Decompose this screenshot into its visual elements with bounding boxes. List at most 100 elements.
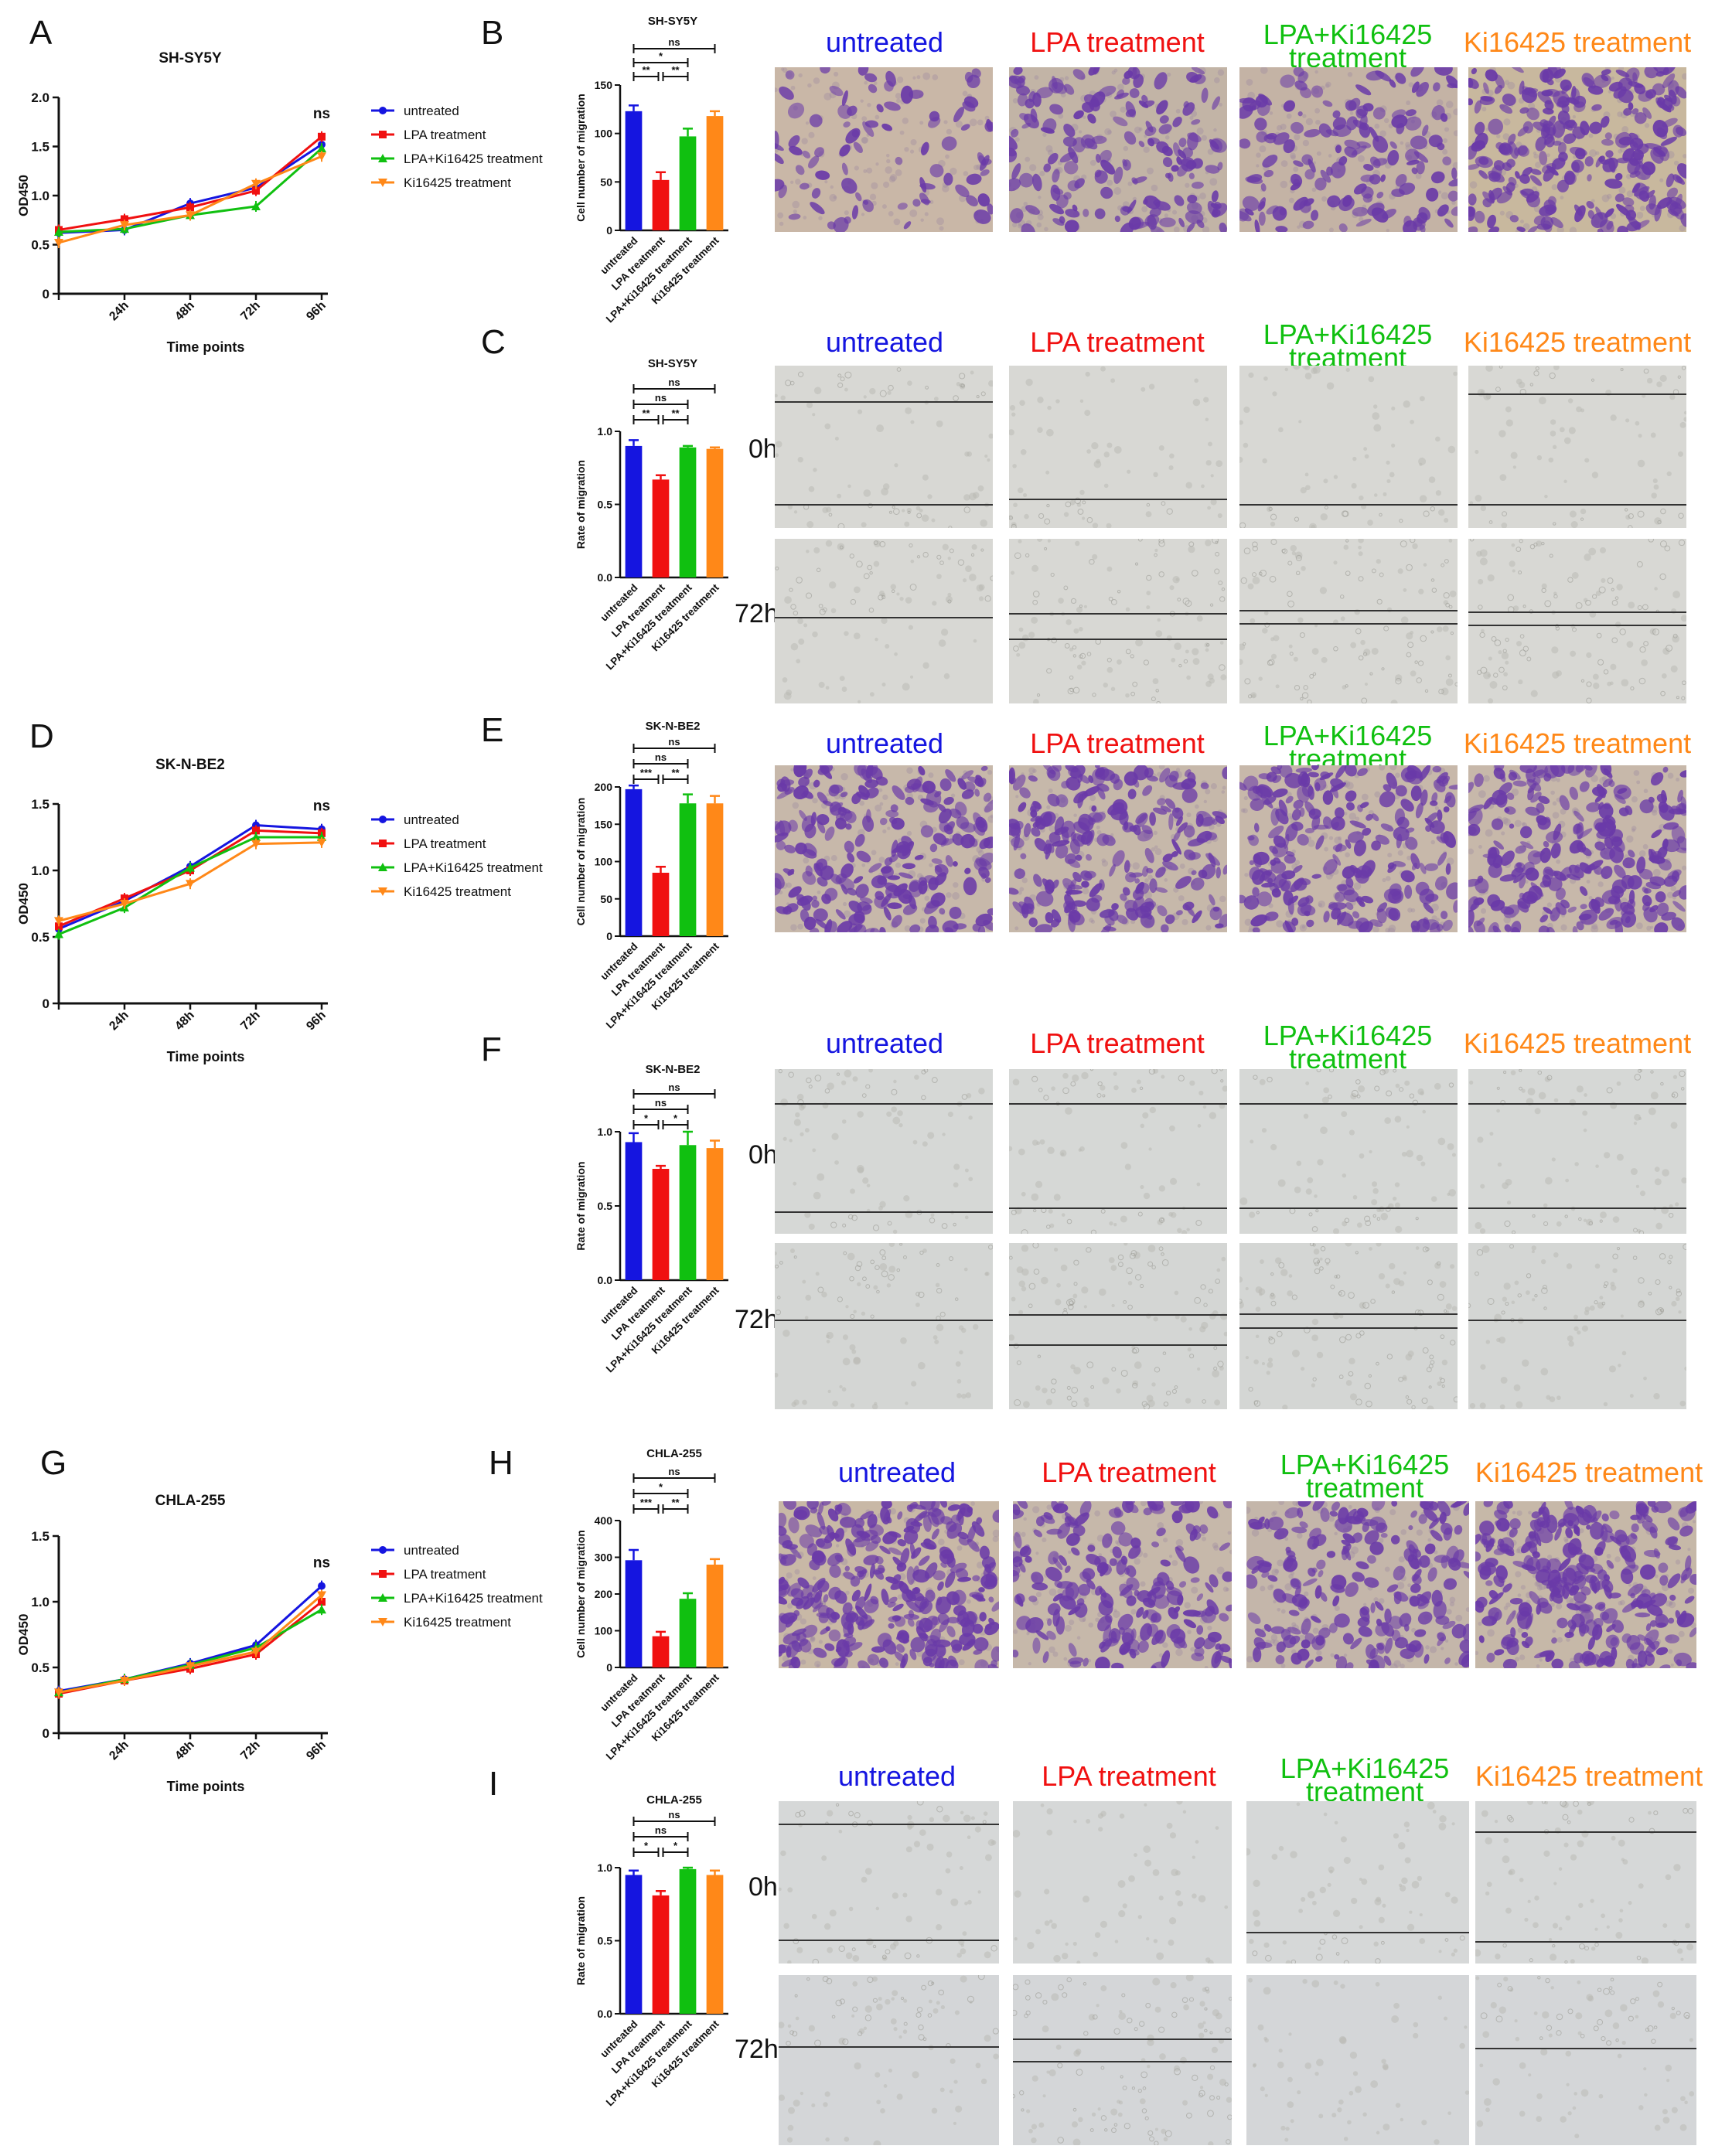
error-bar [628,1132,639,1143]
scratch-image [1009,539,1227,703]
bar [706,1565,724,1667]
y-tick-label: 0.5 [31,1660,49,1675]
legend-marker [379,107,387,114]
scratch-image [1246,1975,1469,2145]
data-point [318,1598,326,1606]
x-tick-label: 96h [304,1739,329,1763]
legend-marker [379,840,387,847]
legend-label: untreated [404,812,459,827]
error-bar [709,795,721,804]
y-tick-label: 1.5 [31,140,49,155]
x-tick-label: 96h [304,1009,329,1034]
y-tick-label: 100 [595,128,613,140]
time-label-0h: 0h [748,1140,778,1170]
y-axis-label: Rate of migration [575,1161,587,1250]
data-point [54,929,63,938]
transwell-image [1013,1501,1232,1668]
significance-bracket [632,44,716,53]
significance-bracket [632,384,716,393]
y-tick-label: 1.5 [31,797,49,812]
error-bar [682,128,694,137]
panel-label-a: A [29,14,53,52]
x-tick-label: 72h [238,1739,263,1763]
condition-label-lpa: LPA treatment [1042,1760,1216,1792]
legend-label: Ki16425 treatment [404,884,511,899]
bar [625,1560,643,1667]
bar [706,1148,724,1280]
condition-label-lpa-ki: LPA+Ki16425 treatment [1263,1020,1433,1075]
condition-label-ki: Ki16425 treatment [1463,727,1692,759]
condition-label-untreated: untreated [825,26,944,58]
legend-marker [379,131,387,138]
legend: untreated LPA treatment LPA+Ki16425 treatm… [371,812,543,899]
y-tick-label: 0 [606,930,612,942]
bar [679,803,697,936]
error-bar [655,1889,667,1895]
legend-label: LPA+Ki16425 treatment [404,152,543,166]
significance-bracket [632,1473,716,1483]
significance-bracket [632,1817,716,1826]
scratch-image [775,539,993,703]
significance-label: ns [655,1097,667,1109]
scratch-image [1239,539,1458,703]
error-bar [655,866,667,873]
data-point [251,179,261,189]
y-tick-label: 300 [595,1551,613,1564]
transwell-image [1239,765,1458,932]
significance-bracket [662,1120,689,1129]
bar [652,1895,670,2014]
legend-label: LPA treatment [404,836,486,851]
legend-marker [379,816,387,823]
data-point [318,1582,326,1590]
y-tick-label: 0.5 [598,1200,613,1212]
x-axis-label: Time points [167,1779,245,1794]
legend-label: Ki16425 treatment [404,175,511,190]
condition-label-ki: Ki16425 treatment [1463,326,1692,358]
scratch-image [1239,366,1458,528]
y-tick-label: 200 [595,781,613,793]
error-bar [655,171,667,180]
bar [625,1875,643,2014]
significance-bracket [632,759,689,768]
scratch-image [1239,1243,1458,1409]
y-tick-label: 0 [43,287,49,301]
chart-title: CHLA-255 [646,1447,702,1460]
chart-title: SH-SY5Y [648,15,697,28]
series-line-1 [58,1600,322,1695]
bar [706,116,724,230]
significance-label: * [644,1112,649,1124]
x-tick-label: 48h [172,1009,197,1034]
y-tick-label: 1.5 [31,1529,49,1544]
scratch-image [775,1243,993,1409]
data-point [317,144,326,153]
legend-label: untreated [404,1543,459,1558]
scratch-image [779,1801,999,1964]
bar [679,1868,697,2014]
legend-marker [378,154,387,162]
data-point [318,132,326,141]
scratch-image [1013,1801,1232,1964]
significance-label: ** [671,767,680,778]
y-tick-label: 1.0 [31,189,49,203]
legend-marker [378,179,387,187]
bar [706,803,724,936]
condition-label-lpa-ki: LPA+Ki16425 treatment [1280,1449,1450,1504]
significance-annotation: ns [313,799,330,815]
condition-label-ki: Ki16425 treatment [1475,1456,1703,1488]
y-tick-label: 1.0 [31,1595,49,1609]
y-tick-label: 0 [43,996,49,1011]
y-tick-label: 0.5 [31,238,49,253]
x-tick-label: 72h [238,1009,263,1034]
time-label-72h: 72h [735,1305,779,1334]
y-tick-label: 0 [43,1726,49,1741]
error-bar [709,1869,721,1875]
y-tick-label: 0.0 [598,1274,613,1286]
significance-label: ns [655,392,667,404]
x-axis-label: Time points [167,1049,245,1064]
scratch-image [1468,539,1686,703]
chart-title: SH-SY5Y [648,357,697,370]
significance-label: * [659,1481,663,1493]
y-axis-label: OD450 [16,175,31,216]
significance-bracket [662,72,689,81]
scratch-image [1009,366,1227,528]
